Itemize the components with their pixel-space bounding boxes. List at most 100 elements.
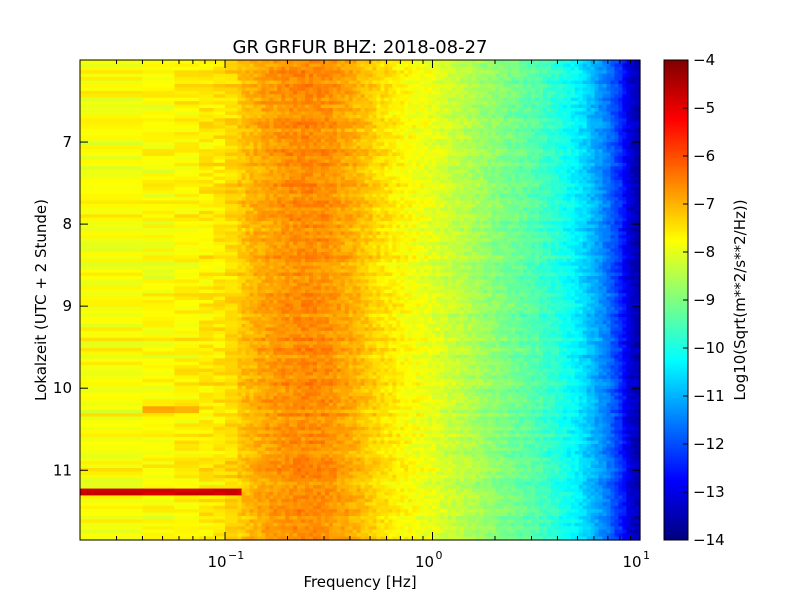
heatmap-cell [447, 84, 453, 89]
heatmap-cell [626, 125, 631, 130]
heatmap-cell [547, 183, 552, 188]
heatmap-cell [388, 121, 393, 126]
heatmap-cell [281, 73, 286, 78]
heatmap-cell [439, 186, 445, 191]
heatmap-cell [332, 125, 338, 130]
heatmap-cell [455, 135, 461, 140]
heatmap-cell [463, 70, 469, 75]
heatmap-cell [622, 70, 627, 75]
heatmap-cell [523, 87, 528, 92]
heatmap-cell [483, 152, 489, 157]
heatmap-cell [324, 190, 330, 195]
heatmap-cell [439, 169, 445, 174]
heatmap-cell [471, 210, 477, 215]
heatmap-cell [142, 149, 175, 154]
heatmap-cell [475, 90, 481, 95]
heatmap-cell [582, 145, 588, 150]
heatmap-cell [142, 63, 175, 68]
heatmap-cell [348, 73, 354, 78]
heatmap-cell [380, 121, 385, 126]
heatmap-cell [142, 121, 175, 126]
chart-title: GR GRFUR BHZ: 2018-08-27 [233, 37, 488, 58]
heatmap-cell [249, 80, 255, 85]
heatmap-cell [443, 190, 449, 195]
heatmap-cell [638, 70, 641, 75]
heatmap-cell [253, 118, 259, 123]
heatmap-cell [380, 207, 385, 212]
heatmap-cell [420, 94, 425, 99]
heatmap-cell [320, 142, 326, 147]
heatmap-cell [225, 204, 239, 209]
heatmap-cell [594, 135, 600, 140]
heatmap-cell [380, 90, 385, 95]
heatmap-cell [602, 149, 608, 154]
heatmap-cell [543, 159, 548, 164]
heatmap-cell [471, 156, 477, 161]
heatmap-cell [199, 121, 215, 126]
heatmap-cell [253, 80, 259, 85]
heatmap-cell [293, 214, 298, 219]
heatmap-cell [598, 210, 604, 215]
heatmap-cell [586, 108, 592, 113]
heatmap-cell [372, 159, 378, 164]
heatmap-cell [404, 214, 409, 219]
heatmap-cell [344, 156, 350, 161]
heatmap-cell [309, 166, 314, 171]
heatmap-cell [634, 186, 639, 191]
heatmap-cell [519, 180, 524, 185]
heatmap-cell [273, 94, 278, 99]
heatmap-cell [241, 214, 247, 219]
heatmap-cell [590, 210, 596, 215]
heatmap-cell [297, 183, 302, 188]
heatmap-cell [578, 156, 584, 161]
heatmap-cell [80, 66, 144, 71]
heatmap-cell [519, 94, 524, 99]
heatmap-cell [376, 214, 382, 219]
heatmap-cell [265, 118, 270, 123]
heatmap-cell [562, 210, 568, 215]
heatmap-cell [241, 183, 247, 188]
heatmap-cell [261, 138, 266, 143]
heatmap-cell [297, 159, 302, 164]
heatmap-cell [174, 84, 200, 89]
heatmap-cell [435, 169, 441, 174]
heatmap-cell [80, 162, 144, 167]
heatmap-cell [384, 87, 389, 92]
heatmap-cell [547, 108, 552, 113]
heatmap-cell [495, 128, 501, 133]
heatmap-cell [273, 186, 278, 191]
heatmap-cell [451, 193, 457, 198]
heatmap-cell [539, 121, 544, 126]
heatmap-cell [554, 90, 560, 95]
heatmap-cell [301, 159, 306, 164]
heatmap-cell [344, 159, 350, 164]
heatmap-cell [416, 63, 421, 68]
heatmap-cell [265, 186, 270, 191]
heatmap-cell [309, 128, 314, 133]
heatmap-cell [241, 193, 247, 198]
heatmap-cell [630, 77, 635, 82]
heatmap-cell [626, 214, 631, 219]
heatmap-cell [281, 156, 286, 161]
heatmap-cell [360, 80, 366, 85]
heatmap-cell [527, 80, 532, 85]
heatmap-cell [594, 94, 600, 99]
heatmap-cell [487, 190, 493, 195]
heatmap-cell [618, 77, 623, 82]
heatmap-cell [199, 176, 215, 181]
heatmap-cell [562, 77, 568, 82]
heatmap-cell [237, 193, 243, 198]
heatmap-cell [309, 180, 314, 185]
heatmap-cell [261, 152, 266, 157]
heatmap-cell [400, 90, 405, 95]
heatmap-cell [511, 152, 516, 157]
heatmap-cell [602, 101, 608, 106]
heatmap-cell [174, 132, 200, 137]
heatmap-cell [634, 80, 639, 85]
heatmap-cell [618, 125, 623, 130]
heatmap-cell [606, 138, 612, 143]
heatmap-cell [527, 104, 532, 109]
heatmap-cell [535, 166, 540, 171]
heatmap-cell [368, 156, 374, 161]
heatmap-cell [503, 70, 508, 75]
